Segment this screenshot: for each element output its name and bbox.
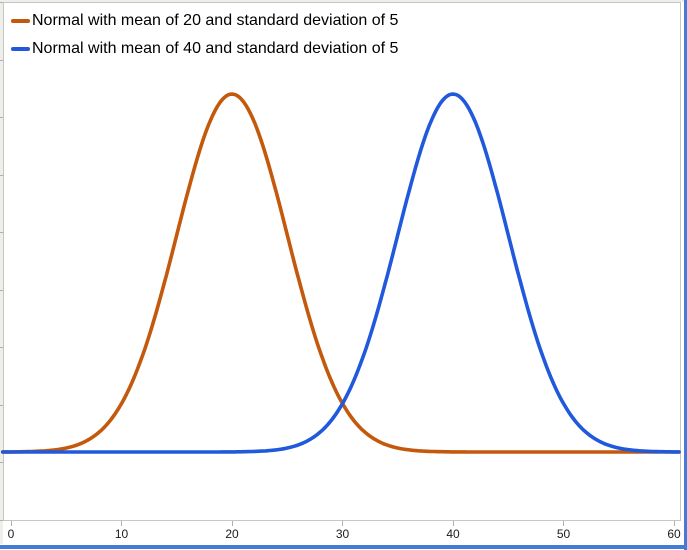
x-axis-tick-50 [563, 521, 564, 526]
y-axis-tick-8 [0, 462, 3, 464]
y-axis-tick-3 [0, 174, 3, 176]
x-axis-label-10: 10 [114, 527, 129, 541]
plot-frame-top-border [3, 2, 681, 3]
y-axis-line [3, 2, 4, 521]
legend-swatch-mean-40 [11, 47, 30, 51]
x-axis-label-40: 40 [446, 527, 460, 541]
y-axis-tick-9 [0, 520, 3, 521]
x-axis-label-30: 30 [335, 527, 350, 541]
y-axis-tick-0 [0, 2, 3, 3]
legend-item-mean-20: Normal with mean of 20 and standard devi… [11, 7, 398, 35]
x-axis-tick-10 [121, 521, 122, 526]
plot-frame-right-border [680, 2, 681, 521]
legend: Normal with mean of 20 and standard devi… [11, 7, 398, 63]
curve-mean-40 [0, 92, 681, 454]
legend-item-mean-40: Normal with mean of 40 and standard devi… [11, 35, 398, 63]
y-axis-tick-2 [0, 117, 3, 119]
legend-label-mean-40: Normal with mean of 40 and standard devi… [32, 40, 399, 57]
y-axis-tick-5 [0, 289, 3, 291]
x-axis-label-0: 0 [7, 527, 15, 541]
y-axis-tick-4 [0, 232, 3, 234]
y-axis-tick-6 [0, 347, 3, 349]
x-axis-tick-30 [342, 521, 343, 526]
legend-swatch-mean-20 [11, 19, 30, 23]
x-axis-label-20: 20 [225, 527, 239, 541]
y-axis-tick-1 [0, 59, 3, 61]
curve-mean-20 [0, 92, 681, 454]
plot-frame-bottom-border [3, 520, 681, 521]
legend-label-mean-20: Normal with mean of 20 and standard devi… [32, 12, 399, 29]
outer-margin-top [0, 0, 687, 2]
selection-edge-bottom [0, 545, 687, 549]
x-axis-tick-60 [673, 521, 675, 526]
x-axis-label-50: 50 [556, 527, 571, 541]
x-axis-label-60: 60 [667, 527, 681, 541]
x-axis-tick-0 [10, 521, 12, 526]
outer-margin-left [0, 0, 3, 544]
x-axis-tick-20 [231, 521, 233, 526]
x-axis-tick-40 [452, 521, 454, 526]
selection-edge-right [684, 0, 687, 550]
y-axis-tick-7 [0, 404, 3, 406]
